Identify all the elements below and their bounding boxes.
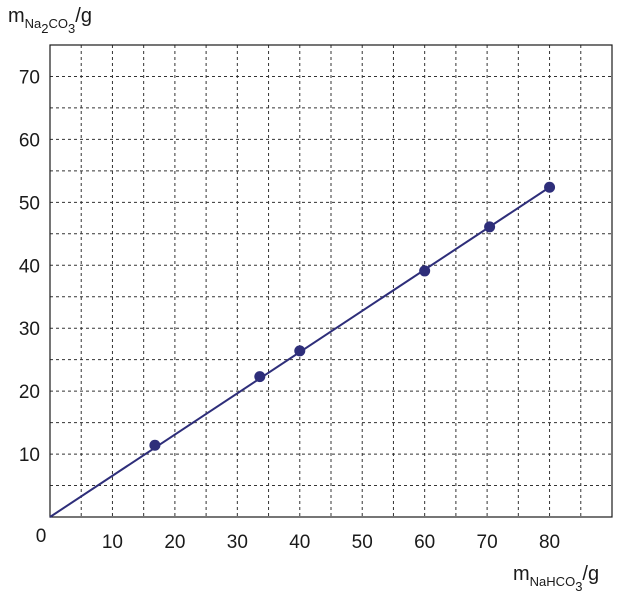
data-point bbox=[294, 345, 306, 357]
x-axis-label-unit: /g bbox=[582, 563, 599, 585]
y-axis-label: mNa2CO3/g bbox=[8, 5, 92, 36]
y-axis-label-sub2: 2 bbox=[41, 21, 48, 36]
y-tick-label: 70 bbox=[19, 67, 40, 88]
y-tick-label: 60 bbox=[19, 130, 40, 151]
x-tick-label: 50 bbox=[352, 532, 373, 553]
x-tick-label: 10 bbox=[102, 532, 123, 553]
x-axis-label-sub2: 3 bbox=[575, 579, 582, 594]
y-tick-label: 30 bbox=[19, 319, 40, 340]
x-tick-label: 20 bbox=[164, 532, 185, 553]
tick-labels: 10 20 30 40 50 60 70 80 10 20 30 40 50 60 70 bbox=[19, 67, 560, 553]
data-point bbox=[484, 221, 496, 233]
x-tick-label: 30 bbox=[227, 532, 248, 553]
y-axis-label-unit: /g bbox=[75, 5, 92, 27]
x-tick-label: 60 bbox=[414, 532, 435, 553]
y-axis-label-sub: Na bbox=[25, 16, 42, 31]
y-tick-label: 10 bbox=[19, 445, 40, 466]
y-axis-label-base: m bbox=[8, 5, 25, 27]
x-axis-label: mNaHCO3/g bbox=[513, 563, 599, 594]
y-tick-label: 20 bbox=[19, 382, 40, 403]
x-axis-label-base: m bbox=[513, 563, 530, 585]
data-series bbox=[49, 181, 556, 518]
y-tick-label: 40 bbox=[19, 256, 40, 277]
data-point bbox=[254, 371, 266, 383]
data-point bbox=[149, 439, 161, 451]
x-tick-label: 80 bbox=[539, 532, 560, 553]
x-tick-label: 40 bbox=[289, 532, 310, 553]
plot-frame bbox=[49, 44, 613, 518]
y-axis-label-sub4: 3 bbox=[68, 21, 75, 36]
data-point bbox=[544, 181, 556, 193]
y-tick-label: 50 bbox=[19, 193, 40, 214]
x-tick-label: 70 bbox=[477, 532, 498, 553]
origin-label: 0 bbox=[36, 526, 47, 547]
data-point bbox=[419, 265, 431, 277]
x-axis-label-sub: NaHCO bbox=[530, 574, 576, 589]
y-axis-label-sub3: CO bbox=[49, 16, 69, 31]
grid bbox=[50, 45, 612, 517]
